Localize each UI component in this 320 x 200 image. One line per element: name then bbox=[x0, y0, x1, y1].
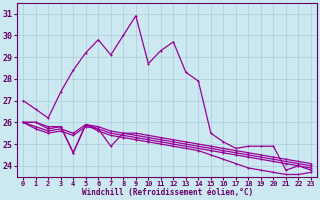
X-axis label: Windchill (Refroidissement éolien,°C): Windchill (Refroidissement éolien,°C) bbox=[82, 188, 253, 197]
